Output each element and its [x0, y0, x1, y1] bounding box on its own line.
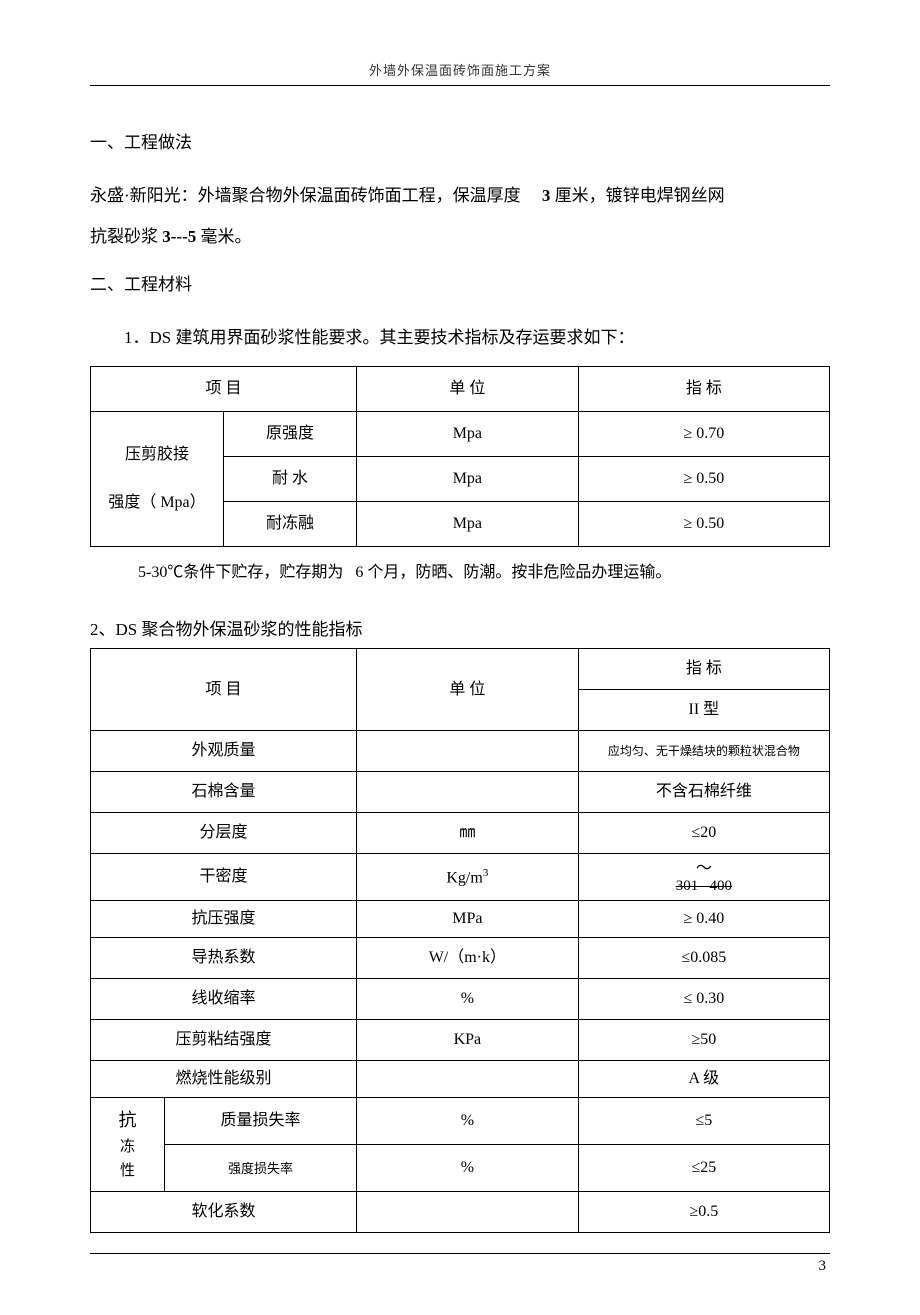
- table-header: II 型: [578, 690, 829, 731]
- table-row: 抗压强度 MPa ≥ 0.40: [91, 901, 830, 938]
- table-cell: MPa: [357, 901, 579, 938]
- table-cell: 石棉含量: [91, 772, 357, 813]
- table-cell: A 级: [578, 1061, 829, 1098]
- page-number: 3: [90, 1258, 830, 1275]
- table-cell: ～ 301 400: [578, 854, 829, 901]
- table-header: 指 标: [578, 649, 829, 690]
- table-cell: %: [357, 979, 579, 1020]
- table-cell: 耐 水: [224, 457, 357, 502]
- table-row: 线收缩率 % ≤ 0.30: [91, 979, 830, 1020]
- table-cell: ≥ 0.50: [578, 502, 829, 547]
- table-row: 项 目 单 位 指 标: [91, 649, 830, 690]
- text: 永盛·新阳光：外墙聚合物外保温面砖饰面工程，保温厚度: [90, 186, 521, 205]
- table-cell: 导热系数: [91, 938, 357, 979]
- table-cell: 应均匀、无干燥结块的颗粒状混合物: [578, 731, 829, 772]
- text-bold: 3: [542, 186, 551, 205]
- table-cell: 强度损失率: [164, 1145, 356, 1192]
- table-cell: KPa: [357, 1020, 579, 1061]
- text-bold: 3---5: [162, 227, 196, 246]
- table-cell: 软化系数: [91, 1192, 357, 1233]
- table-cell: %: [357, 1098, 579, 1145]
- table-cell: Mpa: [357, 502, 579, 547]
- table-cell: 耐冻融: [224, 502, 357, 547]
- section-1-heading: 一、工程做法: [90, 126, 830, 160]
- table-cell: ㎜: [357, 813, 579, 854]
- table-cell: 干密度: [91, 854, 357, 901]
- section-1-para-2: 抗裂砂浆 3---5 毫米。: [90, 217, 830, 258]
- table-1-note: 5-30℃条件下贮存，贮存期为 6 个月，防晒、防潮。按非危险品办理运输。: [138, 557, 830, 589]
- table-2: 项 目 单 位 指 标 II 型 外观质量 应均匀、无干燥结块的颗粒状混合物 石…: [90, 648, 830, 1233]
- table-cell: ≥ 0.40: [578, 901, 829, 938]
- section-2-heading: 二、工程材料: [90, 268, 830, 302]
- table-cell: Mpa: [357, 412, 579, 457]
- table-cell: 压剪粘结强度: [91, 1020, 357, 1061]
- section-2-item-1: 1．DS 建筑用界面砂浆性能要求。其主要技术指标及存运要求如下：: [90, 318, 830, 359]
- table-row: 压剪粘结强度 KPa ≥50: [91, 1020, 830, 1061]
- table-cell: 原强度: [224, 412, 357, 457]
- table-row: 抗 冻 性 质量损失率 % ≤5: [91, 1098, 830, 1145]
- table-cell: ≥ 0.50: [578, 457, 829, 502]
- table-cell: %: [357, 1145, 579, 1192]
- table-cell: [357, 1192, 579, 1233]
- text: 抗裂砂浆: [90, 227, 162, 246]
- table-cell: Mpa: [357, 457, 579, 502]
- table-row: 强度损失率 % ≤25: [91, 1145, 830, 1192]
- table-header: 指 标: [578, 367, 829, 412]
- table-row: 燃烧性能级别 A 级: [91, 1061, 830, 1098]
- table-cell: 压剪胶接 强度（ Mpa）: [91, 412, 224, 547]
- table-cell: ≥0.5: [578, 1192, 829, 1233]
- text: 厘米，镀锌电焊钢丝网: [555, 186, 725, 205]
- table-cell: 抗压强度: [91, 901, 357, 938]
- table-cell: [357, 731, 579, 772]
- table-cell: ≤5: [578, 1098, 829, 1145]
- text: 个月，防晒、防潮。按非危险品办理运输。: [367, 564, 671, 581]
- text: 毫米。: [200, 227, 251, 246]
- table-cell: ≥50: [578, 1020, 829, 1061]
- table-row: 外观质量 应均匀、无干燥结块的颗粒状混合物: [91, 731, 830, 772]
- table-cell: ≤20: [578, 813, 829, 854]
- table-row: 石棉含量 不含石棉纤维: [91, 772, 830, 813]
- table-row: 项 目 单 位 指 标: [91, 367, 830, 412]
- table-cell: [357, 772, 579, 813]
- section-2-item-2: 2、DS 聚合物外保温砂浆的性能指标: [90, 615, 830, 640]
- section-1-para-1: 永盛·新阳光：外墙聚合物外保温面砖饰面工程，保温厚度 3 厘米，镀锌电焊钢丝网: [90, 176, 830, 217]
- table-header: 项 目: [91, 649, 357, 731]
- table-row: 分层度 ㎜ ≤20: [91, 813, 830, 854]
- table-cell: 分层度: [91, 813, 357, 854]
- table-header: 单 位: [357, 649, 579, 731]
- text: 5-30℃条件下贮存，贮存期为: [138, 564, 343, 581]
- table-cell: 燃烧性能级别: [91, 1061, 357, 1098]
- footer-divider: [90, 1253, 830, 1254]
- table-cell: Kg/m3: [357, 854, 579, 901]
- table-cell: 线收缩率: [91, 979, 357, 1020]
- table-row: 干密度 Kg/m3 ～ 301 400: [91, 854, 830, 901]
- table-cell: 抗 冻 性: [91, 1098, 165, 1192]
- table-row: 压剪胶接 强度（ Mpa） 原强度 Mpa ≥ 0.70: [91, 412, 830, 457]
- table-row: 软化系数 ≥0.5: [91, 1192, 830, 1233]
- table-cell: W/（m·k）: [357, 938, 579, 979]
- table-1: 项 目 单 位 指 标 压剪胶接 强度（ Mpa） 原强度 Mpa ≥ 0.70…: [90, 366, 830, 547]
- table-cell: 不含石棉纤维: [578, 772, 829, 813]
- table-row: 导热系数 W/（m·k） ≤0.085: [91, 938, 830, 979]
- text: 6: [355, 564, 363, 581]
- table-cell: ≥ 0.70: [578, 412, 829, 457]
- table-header: 项 目: [91, 367, 357, 412]
- table-cell: ≤25: [578, 1145, 829, 1192]
- table-cell: 质量损失率: [164, 1098, 356, 1145]
- table-header: 单 位: [357, 367, 579, 412]
- doc-header: 外墙外保温面砖饰面施工方案: [90, 60, 830, 86]
- table-cell: 外观质量: [91, 731, 357, 772]
- table-cell: [357, 1061, 579, 1098]
- table-cell: ≤ 0.30: [578, 979, 829, 1020]
- table-cell: ≤0.085: [578, 938, 829, 979]
